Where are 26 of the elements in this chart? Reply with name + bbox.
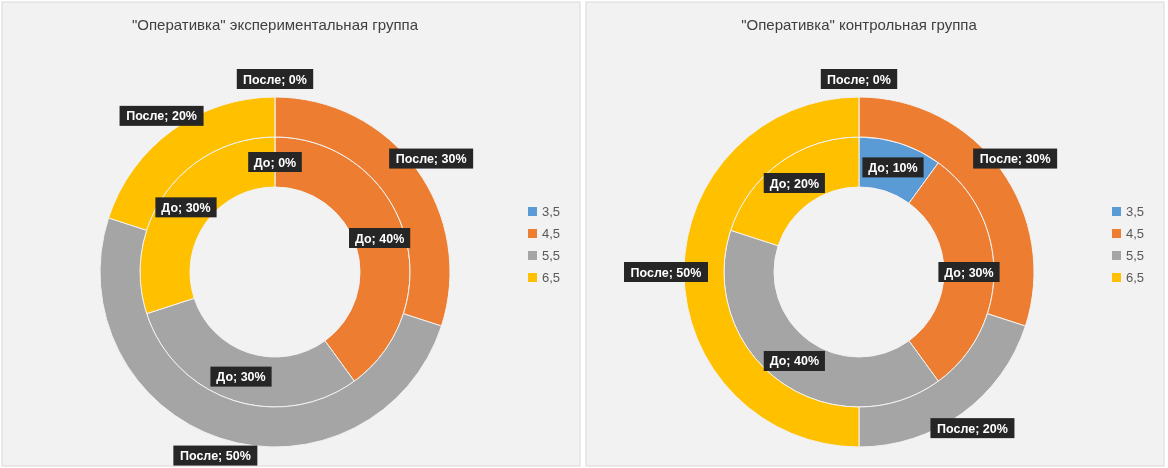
legend-label: 4,5 — [1126, 226, 1145, 241]
data-label: После; 20% — [937, 421, 1008, 436]
data-label: До; 10% — [868, 160, 918, 175]
data-label: До; 30% — [161, 200, 211, 215]
data-label: После; 50% — [179, 449, 251, 464]
legend-label: 6,5 — [542, 270, 561, 285]
legend-label: 5,5 — [542, 248, 561, 263]
legend-label: 4,5 — [542, 226, 561, 241]
legend-label: 5,5 — [1126, 248, 1145, 263]
chart-title: "Оперативка" экспериментальная группа — [131, 16, 419, 33]
data-label: До; 20% — [769, 176, 820, 191]
data-label: После; 30% — [979, 152, 1051, 167]
data-label: До; 30% — [944, 265, 994, 280]
text: До; 0% — [253, 155, 297, 170]
data-label: До; 40% — [354, 231, 405, 246]
legend-label: 6,5 — [1126, 270, 1145, 285]
data-label: После; 20% — [126, 109, 197, 124]
text: После; 0% — [243, 72, 307, 87]
text: После; 0% — [827, 72, 891, 87]
data-label: После; 50% — [630, 265, 702, 280]
data-label: После; 30% — [395, 152, 467, 167]
legend-label: 3,5 — [1126, 204, 1145, 219]
data-label: До; 40% — [769, 354, 820, 369]
chart-title: "Оперативка" контрольная группа — [741, 16, 978, 33]
data-label: До; 30% — [216, 370, 266, 385]
legend-label: 3,5 — [542, 204, 561, 219]
